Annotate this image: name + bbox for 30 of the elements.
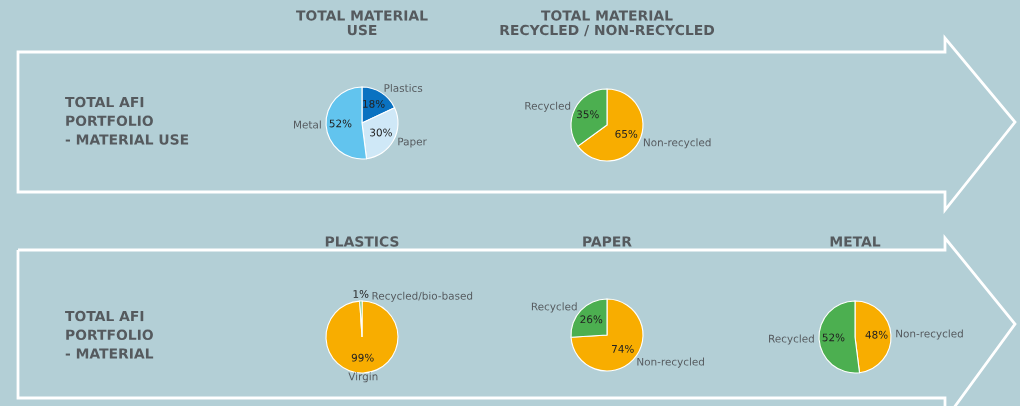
data-label: 35% xyxy=(576,110,599,119)
data-label: 52% xyxy=(329,119,352,128)
slice-label: Recycled xyxy=(525,101,571,112)
data-label: 18% xyxy=(363,99,385,108)
data-label: 74% xyxy=(612,344,634,353)
slice-label: Recycled/bio-based xyxy=(372,291,473,302)
slice-label: Non-recycled xyxy=(643,138,711,149)
data-label: 48% xyxy=(865,330,888,339)
data-label: 65% xyxy=(615,129,638,138)
slice-label: Virgin xyxy=(348,372,378,383)
slice-label: Plastics xyxy=(384,83,423,92)
text: TOTAL AFI PORTFOLIO - MATERIAL USE xyxy=(65,96,189,145)
chart-title: METAL xyxy=(830,236,881,247)
data-label: 1% xyxy=(353,290,369,298)
slice-label: Recycled xyxy=(769,334,814,345)
data-label: 26% xyxy=(580,315,603,324)
data-label: 52% xyxy=(822,333,845,342)
data-label: 99% xyxy=(351,353,374,362)
chart-title: PAPER xyxy=(583,236,632,247)
pie-slice xyxy=(325,300,399,374)
slice-label: Non-recycled xyxy=(896,329,963,340)
slice-label: Paper xyxy=(398,137,427,148)
text: TOTAL AFI PORTFOLIO - MATERIAL xyxy=(65,310,154,359)
data-label: 30% xyxy=(370,128,392,137)
chart-title: TOTAL MATERIAL RECYCLED / NON-RECYCLED xyxy=(500,10,715,37)
chart-title: TOTAL MATERIAL USE xyxy=(296,10,428,36)
chart-title: PLASTICS xyxy=(325,236,399,247)
slice-label: Non-recycled xyxy=(637,357,704,368)
slice-label: Recycled xyxy=(531,302,577,313)
slice-label: Metal xyxy=(294,120,321,129)
